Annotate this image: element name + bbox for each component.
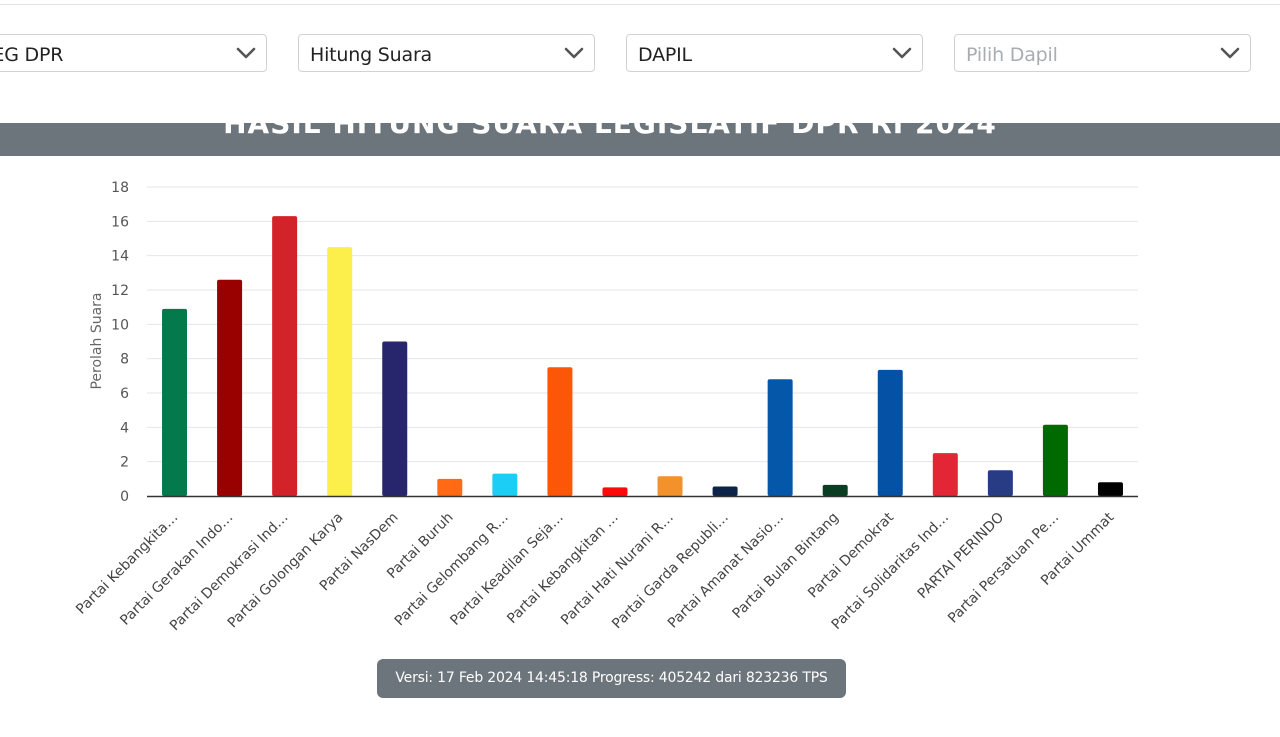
x-axis-ticks: Partai Kebangkita…Partai Gerakan Indo… Pa… [73,509,1117,634]
select-jenis[interactable]: Hitung Suara [298,34,595,72]
version-progress-badge: Versi: 17 Feb 2024 14:45:18 Progress: 40… [377,659,846,725]
chart-grid [147,186,1138,463]
bar[interactable] [767,379,793,496]
bar[interactable] [657,476,683,496]
title-banner: HASIL HITUNG SUARA LEGISLATIF DPR RI 202… [0,123,1280,156]
y-tick-label: 4 [120,420,129,436]
y-tick-label: 6 [120,386,129,402]
x-tick-label: Partai Kebangkita… [73,510,181,618]
bar[interactable] [1097,482,1123,496]
y-tick-label: 14 [111,249,129,265]
select-dapil[interactable]: Pilih Dapil [954,34,1251,72]
chevron-down-icon [236,47,256,59]
y-tick-label: 18 [111,180,129,196]
chart-bars [162,216,1123,496]
bar[interactable] [1042,424,1068,496]
x-tick-label: Partai Gerakan Indo… [117,510,236,629]
select-jenis-value: Hitung Suara [310,44,432,66]
y-axis-ticks: 0 2 4 6 8 10 12 14 16 18 [111,180,129,505]
page-title: HASIL HITUNG SUARA LEGISLATIF DPR RI 202… [223,123,997,140]
bar[interactable] [712,486,738,496]
x-tick-label: Partai Persatuan Pe… [945,510,1062,627]
bar[interactable] [162,308,188,496]
bar[interactable] [547,367,573,496]
select-wilayah[interactable]: DAPIL [626,34,923,72]
select-dapil-placeholder: Pilih Dapil [966,44,1058,66]
bar[interactable] [437,478,463,496]
chevron-down-icon [564,47,584,59]
x-tick-label: Partai Hati Nurani R… [558,510,677,629]
select-pemilu[interactable]: LEG DPR [0,34,267,72]
x-tick-label: Partai Gelombang R… [392,510,512,630]
x-tick-label: Partai Kebangkitan … [504,510,622,628]
bar[interactable] [327,247,353,496]
y-tick-label: 16 [111,214,129,230]
select-pemilu-value: LEG DPR [0,44,64,66]
y-tick-label: 2 [120,455,129,471]
bar[interactable] [217,279,243,496]
y-tick-label: 8 [120,352,129,368]
chevron-down-icon [892,47,912,59]
bar[interactable] [987,470,1013,496]
select-wilayah-value: DAPIL [638,44,692,66]
bar[interactable] [272,216,298,496]
x-tick-label: Partai Bulan Bintang [730,510,842,622]
x-tick-label: Partai Keadilan Seja… [447,510,566,629]
bar[interactable] [602,487,628,496]
bar[interactable] [822,484,848,496]
y-tick-label: 0 [120,489,129,505]
chevron-down-icon [1220,47,1240,59]
bar[interactable] [382,341,408,497]
y-tick-label: 10 [111,317,129,333]
bar[interactable] [492,473,518,496]
y-axis-label: Perolah Suara [89,292,105,389]
bar[interactable] [932,453,958,496]
bar[interactable] [877,369,903,496]
y-tick-label: 12 [111,283,129,299]
top-divider [0,4,1280,5]
